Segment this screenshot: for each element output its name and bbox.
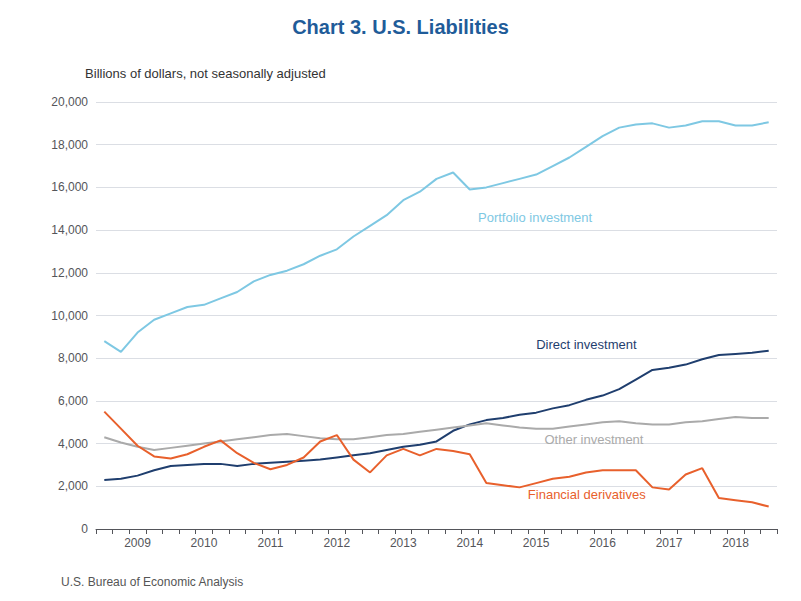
svg-text:2,000: 2,000	[58, 479, 88, 493]
svg-text:6,000: 6,000	[58, 394, 88, 408]
svg-text:4,000: 4,000	[58, 437, 88, 451]
svg-text:2013: 2013	[390, 536, 417, 550]
svg-text:2010: 2010	[191, 536, 218, 550]
svg-text:Financial derivatives: Financial derivatives	[528, 487, 646, 502]
svg-text:10,000: 10,000	[51, 309, 88, 323]
svg-text:2014: 2014	[456, 536, 483, 550]
svg-text:8,000: 8,000	[58, 351, 88, 365]
svg-text:0: 0	[81, 522, 88, 536]
svg-text:U.S. Bureau of Economic Analys: U.S. Bureau of Economic Analysis	[61, 575, 243, 589]
svg-text:14,000: 14,000	[51, 223, 88, 237]
svg-text:18,000: 18,000	[51, 138, 88, 152]
svg-text:Other investment: Other investment	[544, 432, 643, 447]
svg-text:12,000: 12,000	[51, 266, 88, 280]
svg-text:2012: 2012	[323, 536, 350, 550]
svg-text:2018: 2018	[722, 536, 749, 550]
svg-text:2011: 2011	[257, 536, 283, 550]
svg-text:2015: 2015	[523, 536, 550, 550]
svg-text:20,000: 20,000	[51, 95, 88, 109]
svg-text:Chart 3. U.S. Liabilities: Chart 3. U.S. Liabilities	[292, 16, 509, 38]
svg-text:Billions of dollars, not seaso: Billions of dollars, not seasonally adju…	[85, 66, 326, 81]
svg-text:2016: 2016	[589, 536, 616, 550]
svg-text:2017: 2017	[656, 536, 683, 550]
svg-text:Portfolio investment: Portfolio investment	[478, 210, 593, 225]
svg-text:2009: 2009	[124, 536, 151, 550]
svg-text:Direct investment: Direct investment	[536, 337, 637, 352]
svg-text:16,000: 16,000	[51, 180, 88, 194]
